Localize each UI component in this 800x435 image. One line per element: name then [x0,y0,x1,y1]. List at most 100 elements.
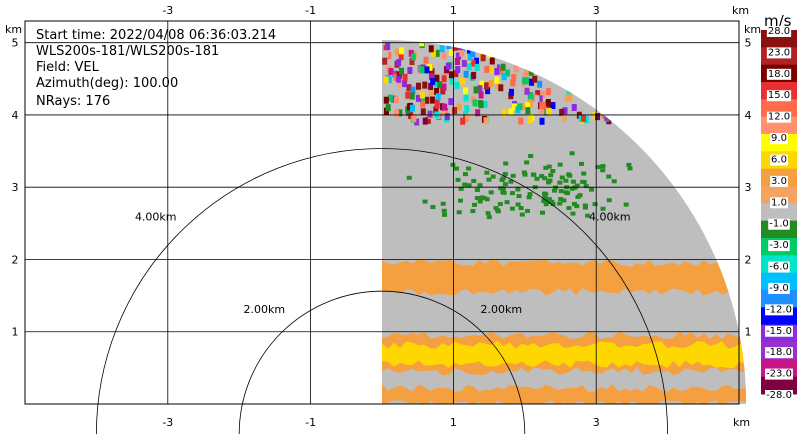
noise-cell [488,66,494,74]
green-cell [581,180,587,185]
green-cell [509,206,515,211]
noise-cell [499,59,505,67]
x-tick-label-bottom: 1 [450,416,457,429]
colorbar-label: 9.0 [771,133,787,144]
noise-cell [386,76,392,84]
noise-cell [583,116,589,124]
green-cell [563,178,569,183]
band-3 [382,259,747,296]
green-cell [561,198,567,203]
noise-cell [398,53,404,61]
noise-cell [406,42,412,50]
green-cell [466,166,472,171]
noise-cell [508,108,514,116]
noise-cell [441,83,447,91]
noise-cell [454,57,460,65]
range-ring-label-left-1: 4.00km [135,210,177,223]
noise-cell [397,80,403,88]
colorbar-label: 28.0 [768,26,790,37]
range-rings: 2.00km 2.00km 4.00km 4.00km [96,148,668,435]
colorbar-label-bg [768,282,790,294]
noise-cell [429,68,435,76]
noise-cell [410,53,416,61]
noise-cell [532,75,538,83]
noise-cell [535,90,541,98]
colorbar-label: 3.0 [771,176,787,187]
range-ring-1 [96,148,668,435]
green-cell [522,172,528,177]
green-cell [457,198,463,203]
band-2 [382,340,747,369]
colorbar-label: -15.0 [766,326,792,337]
noise-cell [479,80,485,88]
green-cell [600,164,606,169]
y-tick-label-left: 1 [12,326,19,339]
green-cell [482,196,488,201]
noise-cell [561,114,567,122]
colorbar-label-bg [766,90,792,102]
noise-cell [396,71,402,79]
noise-cell [453,70,459,78]
green-cell [611,179,617,184]
noise-cell [463,87,469,95]
green-cell [571,201,577,206]
noise-cell [402,73,408,81]
noise-cell [410,86,416,94]
green-cell [462,172,468,177]
noise-cell [525,107,531,115]
noise-cell [500,63,506,71]
green-cell [499,177,505,182]
noise-cell [415,94,421,102]
green-cell [485,211,491,216]
green-cell [486,215,492,220]
y-tick-label-left: 2 [12,253,19,266]
noise-cell [459,49,465,57]
noise-cell [471,71,477,79]
noise-cell [467,53,473,61]
green-cell [557,201,563,206]
band-0 [382,384,747,405]
noise-cell [409,58,415,66]
colorbar-label-bg [765,390,793,401]
green-cell [471,178,477,183]
noise-cell [385,104,391,112]
noise-cell [383,96,389,104]
y-tick-label-right: 3 [745,181,752,194]
y-tick-label-right: 1 [745,326,752,339]
noise-cell [406,84,412,92]
green-cell [477,183,483,188]
noise-cell [528,92,534,100]
noise-cell [428,45,434,53]
noise-cell [495,82,501,90]
green-cell [566,172,572,177]
green-cell [558,197,564,202]
green-cell [543,192,549,197]
noise-cell [527,100,533,108]
y-tick-label-left: 5 [12,37,19,50]
noise-cell [478,101,484,109]
noise-cell [498,67,504,75]
noise-cell [537,80,543,88]
noise-cell [571,104,577,112]
noise-cell [527,116,533,124]
colorbar-label-bg [770,154,788,166]
noise-cell [382,57,388,65]
colorbar-label-bg [765,347,793,359]
noise-cell [441,75,447,83]
noise-cell [539,117,545,125]
y-tick-label-left: 4 [12,109,19,122]
green-cell [516,194,522,199]
noise-cell [402,80,408,88]
green-cell [527,192,533,197]
noise-cell [437,81,443,89]
noise-cell [566,89,572,97]
noise-cell [513,65,519,73]
green-cell [623,202,629,207]
green-cell [600,168,606,173]
noise-cell [508,88,514,96]
velocity-field [382,39,747,405]
green-cell [570,179,576,184]
noise-cell [545,88,551,96]
info-instrument: WLS200s-181/WLS200s-181 [36,44,219,59]
green-cell [515,187,521,192]
